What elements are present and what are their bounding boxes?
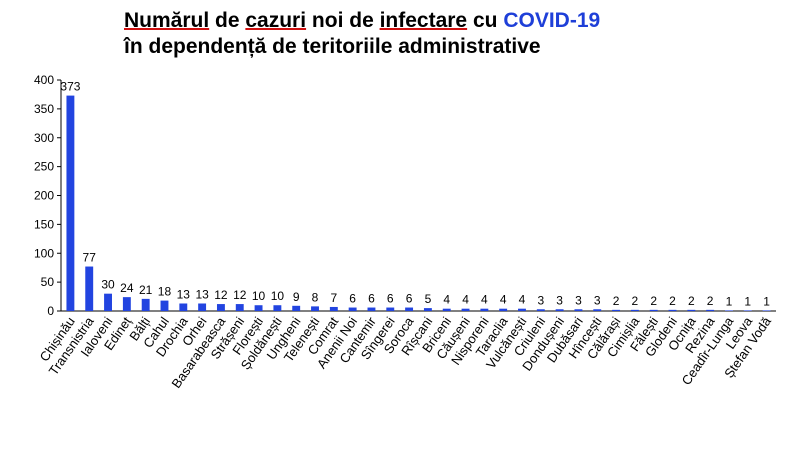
data-label: 13 <box>195 287 209 301</box>
bar <box>273 305 282 311</box>
data-label: 1 <box>744 294 751 308</box>
bar <box>687 309 696 311</box>
data-label: 4 <box>443 293 450 307</box>
data-label: 12 <box>233 288 247 302</box>
data-label: 5 <box>425 292 432 306</box>
bar <box>461 308 470 311</box>
data-label: 373 <box>60 80 80 94</box>
bar <box>668 309 677 311</box>
axes <box>57 79 776 312</box>
data-label: 1 <box>726 294 733 308</box>
y-tick-label: 300 <box>34 131 54 145</box>
bar <box>405 307 414 311</box>
data-label: 4 <box>500 293 507 307</box>
bar <box>348 307 357 311</box>
y-tick-label: 200 <box>34 189 54 203</box>
y-tick-labels: 0 50 100 150 200 250 300 350 400 <box>34 73 54 318</box>
bar <box>649 309 658 311</box>
bar <box>66 95 75 311</box>
data-label: 1 <box>763 294 770 308</box>
data-label: 12 <box>214 288 228 302</box>
bar <box>386 307 395 311</box>
bar <box>254 305 263 311</box>
data-label: 77 <box>83 251 97 265</box>
data-label: 3 <box>556 293 563 307</box>
bar <box>725 310 733 311</box>
chart-title-line-2: în dependență de teritoriile administrat… <box>124 35 541 58</box>
bar <box>442 308 451 311</box>
bar <box>198 303 207 311</box>
bar <box>235 304 244 311</box>
data-label: 4 <box>481 293 488 307</box>
bar <box>574 309 583 311</box>
data-label: 24 <box>120 281 134 295</box>
y-tick-label: 150 <box>34 217 54 231</box>
data-label: 2 <box>650 294 657 308</box>
data-label: 3 <box>575 293 582 307</box>
data-label: 10 <box>271 289 285 303</box>
y-tick-label: 0 <box>47 304 54 318</box>
bar <box>480 308 489 311</box>
bar <box>141 298 150 311</box>
bar <box>122 297 131 311</box>
data-label: 18 <box>158 285 172 299</box>
bar <box>706 309 715 311</box>
data-label: 6 <box>368 292 375 306</box>
bar <box>311 306 319 311</box>
bar <box>593 309 602 311</box>
data-label: 2 <box>707 294 714 308</box>
bar <box>743 310 752 311</box>
data-label: 10 <box>252 289 266 303</box>
data-label: 21 <box>139 283 153 297</box>
bar <box>216 304 225 311</box>
bar <box>499 308 508 311</box>
chart-title-line-1: Numărul de cazuri noi de infectare cu CO… <box>124 9 601 32</box>
bar <box>762 310 771 311</box>
bar <box>423 308 432 311</box>
data-label: 3 <box>594 293 601 307</box>
bar <box>329 306 338 311</box>
bar <box>518 308 526 311</box>
data-label: 9 <box>293 290 300 304</box>
bar <box>104 293 112 311</box>
data-label: 7 <box>330 291 337 305</box>
chart-title: Numărul de cazuri noi de infectare cu CO… <box>124 8 600 60</box>
data-label: 2 <box>632 294 639 308</box>
data-label: 4 <box>519 293 526 307</box>
data-label: 2 <box>688 294 695 308</box>
y-tick-label: 250 <box>34 160 54 174</box>
data-label: 2 <box>613 294 620 308</box>
bar <box>612 309 621 311</box>
data-label: 3 <box>537 293 544 307</box>
y-tick-label: 350 <box>34 102 54 116</box>
y-tick-label: 50 <box>41 275 55 289</box>
data-label: 4 <box>462 293 469 307</box>
bar <box>85 266 94 311</box>
data-label: 8 <box>312 290 319 304</box>
data-label: 30 <box>101 278 115 292</box>
data-label: 2 <box>669 294 676 308</box>
y-tick-label: 100 <box>34 246 54 260</box>
covid-highlight: COVID-19 <box>503 9 601 32</box>
bar <box>292 305 301 311</box>
category-labels: ChișinăuTransnistriaIaloveniEdinețBălțiC… <box>37 313 775 390</box>
y-tick-label: 400 <box>34 73 54 87</box>
bar <box>179 303 188 311</box>
data-label: 6 <box>349 292 356 306</box>
data-label: 6 <box>387 292 394 306</box>
bar <box>367 307 376 311</box>
bar <box>160 300 169 311</box>
bars <box>66 95 771 311</box>
bar <box>630 309 639 311</box>
data-label: 13 <box>177 287 191 301</box>
data-label: 6 <box>406 292 413 306</box>
bar <box>555 309 564 311</box>
bar <box>536 309 545 311</box>
